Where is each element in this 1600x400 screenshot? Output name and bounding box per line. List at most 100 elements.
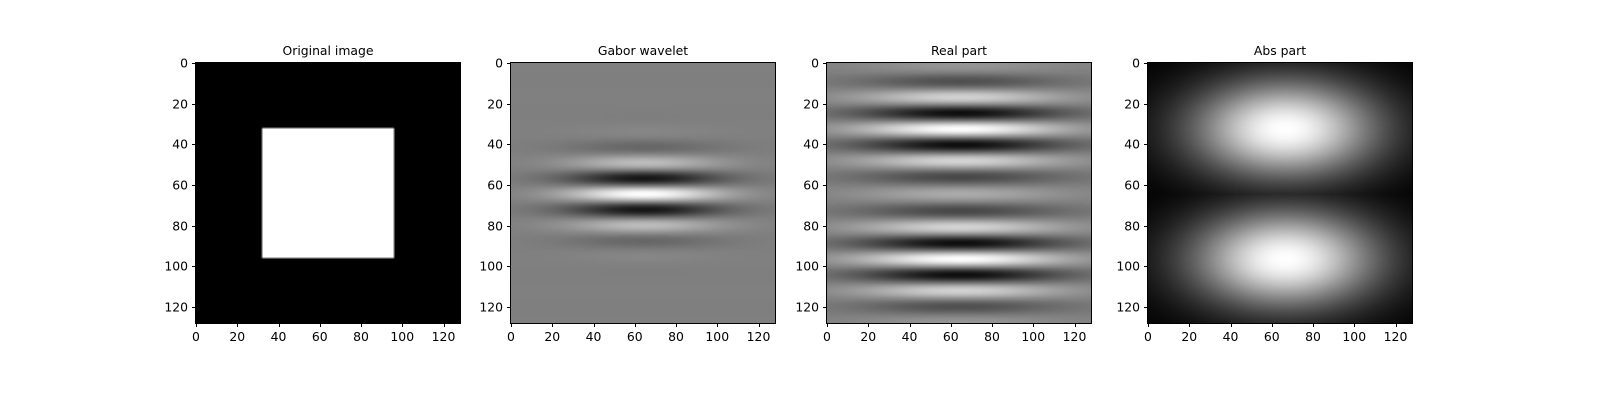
ytick-real-part-4 [822, 225, 826, 227]
yticklabel-abs-part-2: 40 [1124, 136, 1140, 152]
yticklabel-abs-part-0: 0 [1132, 55, 1140, 71]
xticklabel-real-part-2: 40 [901, 329, 918, 344]
ytick-gabor-wavelet-1 [506, 103, 510, 105]
axes-original-image [195, 62, 461, 324]
xticklabel-real-part-1: 20 [860, 329, 877, 344]
ytick-original-image-3 [191, 184, 195, 186]
xticklabel-original-image-5: 100 [390, 329, 415, 344]
ytick-gabor-wavelet-3 [506, 184, 510, 186]
xticklabel-original-image-0: 0 [192, 329, 200, 344]
xtick-real-part-5 [1033, 323, 1035, 327]
xticklabel-gabor-wavelet-2: 40 [585, 329, 602, 344]
image-abs-part [1148, 63, 1412, 323]
xticklabel-gabor-wavelet-3: 60 [626, 329, 643, 344]
ytick-abs-part-1 [1143, 103, 1147, 105]
image-original-image [196, 63, 460, 323]
axes-abs-part [1147, 62, 1413, 324]
yticklabel-real-part-3: 60 [803, 177, 819, 193]
yticklabel-original-image-5: 100 [164, 258, 188, 274]
yticklabel-original-image-6: 120 [164, 299, 188, 315]
ytick-abs-part-3 [1143, 184, 1147, 186]
xticklabel-real-part-5: 100 [1021, 329, 1046, 344]
yticklabel-original-image-0: 0 [180, 55, 188, 71]
xtick-gabor-wavelet-0 [511, 323, 512, 327]
ytick-abs-part-6 [1143, 306, 1147, 308]
yticklabel-abs-part-4: 80 [1124, 218, 1140, 233]
ytick-original-image-1 [191, 103, 195, 105]
xticklabel-abs-part-4: 80 [1305, 329, 1321, 344]
yticklabel-gabor-wavelet-1: 20 [487, 96, 503, 112]
xtick-original-image-4 [361, 323, 362, 327]
ytick-real-part-0 [822, 63, 826, 64]
xtick-gabor-wavelet-3 [634, 323, 636, 327]
yticklabel-abs-part-3: 60 [1124, 177, 1140, 193]
xtick-abs-part-6 [1395, 323, 1397, 327]
yticklabel-original-image-2: 40 [172, 136, 188, 152]
xticklabel-abs-part-2: 40 [1222, 329, 1239, 344]
xtick-original-image-3 [319, 323, 321, 327]
ytick-real-part-3 [822, 184, 826, 186]
xticklabel-original-image-4: 80 [353, 329, 369, 344]
yticklabel-gabor-wavelet-0: 0 [495, 55, 503, 71]
xticklabel-original-image-6: 120 [431, 329, 456, 344]
xtick-original-image-0 [196, 323, 197, 327]
xticklabel-gabor-wavelet-1: 20 [544, 329, 561, 344]
xticklabel-abs-part-5: 100 [1342, 329, 1367, 344]
xticklabel-real-part-6: 120 [1062, 329, 1087, 344]
yticklabel-real-part-1: 20 [803, 96, 819, 112]
xtick-real-part-2 [909, 323, 911, 327]
yticklabel-gabor-wavelet-6: 120 [479, 299, 503, 315]
yticklabel-real-part-0: 0 [811, 55, 819, 71]
xtick-gabor-wavelet-2 [593, 323, 595, 327]
xticklabel-abs-part-3: 60 [1263, 329, 1280, 344]
xtick-original-image-1 [237, 323, 239, 327]
axes-real-part [826, 62, 1092, 324]
image-gabor-wavelet [511, 63, 775, 323]
ytick-real-part-2 [822, 144, 826, 146]
yticklabel-real-part-2: 40 [803, 136, 819, 152]
yticklabel-original-image-1: 20 [172, 96, 188, 112]
ytick-real-part-1 [822, 103, 826, 105]
xtick-original-image-5 [402, 323, 404, 327]
xtick-abs-part-0 [1148, 323, 1149, 327]
xtick-gabor-wavelet-4 [676, 323, 677, 327]
yticklabel-real-part-4: 80 [803, 218, 819, 233]
yticklabel-real-part-5: 100 [795, 258, 819, 274]
xticklabel-real-part-4: 80 [984, 329, 1000, 344]
yticklabel-original-image-4: 80 [172, 218, 188, 233]
xtick-gabor-wavelet-6 [758, 323, 760, 327]
xtick-gabor-wavelet-5 [717, 323, 719, 327]
ytick-abs-part-0 [1143, 63, 1147, 64]
xtick-original-image-6 [443, 323, 445, 327]
xtick-real-part-1 [868, 323, 870, 327]
yticklabel-abs-part-5: 100 [1116, 258, 1140, 274]
ytick-gabor-wavelet-2 [506, 144, 510, 146]
xticklabel-original-image-1: 20 [229, 329, 246, 344]
ytick-abs-part-2 [1143, 144, 1147, 146]
yticklabel-gabor-wavelet-2: 40 [487, 136, 503, 152]
ytick-original-image-5 [191, 266, 195, 268]
xtick-abs-part-3 [1271, 323, 1273, 327]
xtick-real-part-4 [992, 323, 993, 327]
xticklabel-abs-part-0: 0 [1144, 329, 1152, 344]
xticklabel-gabor-wavelet-6: 120 [746, 329, 771, 344]
xtick-abs-part-2 [1230, 323, 1232, 327]
xtick-original-image-2 [278, 323, 280, 327]
ytick-original-image-0 [191, 63, 195, 64]
ytick-gabor-wavelet-0 [506, 63, 510, 64]
ytick-original-image-4 [191, 225, 195, 227]
image-real-part [827, 63, 1091, 323]
xticklabel-original-image-2: 40 [270, 329, 287, 344]
ytick-abs-part-4 [1143, 225, 1147, 227]
yticklabel-gabor-wavelet-3: 60 [487, 177, 503, 193]
subplot-title-original-image: Original image [282, 43, 374, 58]
yticklabel-real-part-6: 120 [795, 299, 819, 315]
xticklabel-gabor-wavelet-4: 80 [668, 329, 684, 344]
ytick-gabor-wavelet-6 [506, 306, 510, 308]
xticklabel-abs-part-6: 120 [1383, 329, 1408, 344]
subplot-title-abs-part: Abs part [1253, 43, 1307, 58]
subplot-title-gabor-wavelet: Gabor wavelet [597, 43, 689, 58]
xticklabel-original-image-3: 60 [311, 329, 328, 344]
